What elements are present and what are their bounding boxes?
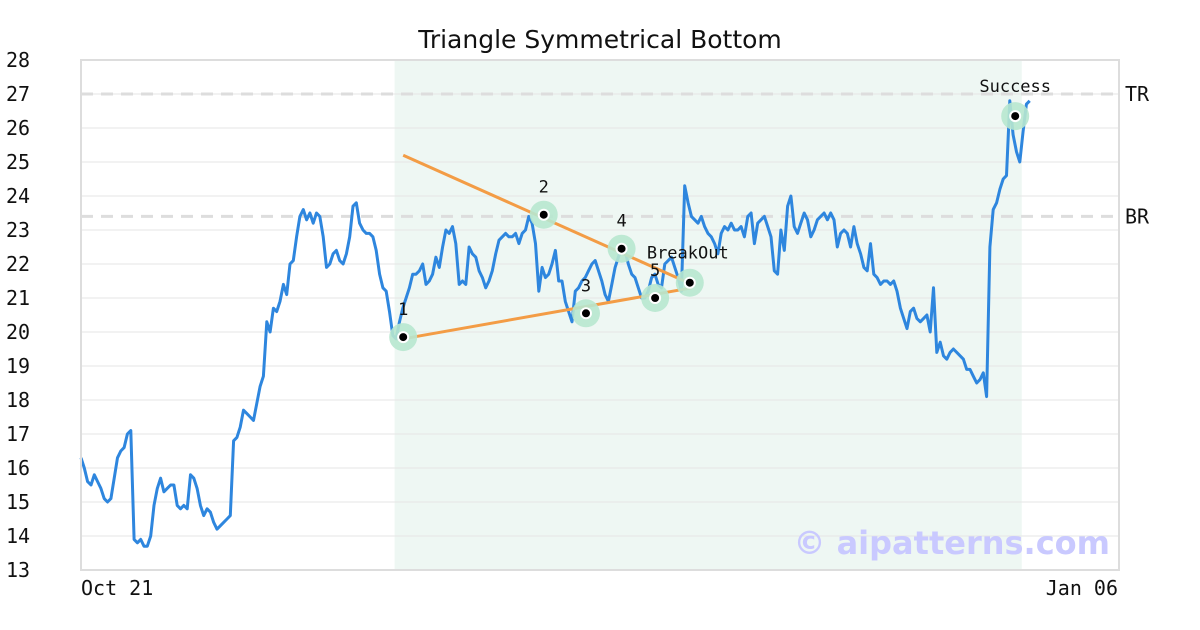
y-tick-label: 17: [6, 422, 30, 446]
y-tick-label: 18: [6, 388, 30, 412]
point-label-4: 4: [616, 212, 626, 232]
point-label-breakout: BreakOut: [647, 244, 729, 264]
y-tick-label: 28: [6, 48, 30, 72]
point-marker-breakout: [683, 276, 696, 289]
y-tick-label: 22: [6, 252, 30, 276]
point-marker-5: [649, 292, 662, 304]
point-label-5: 5: [650, 261, 660, 281]
y-tick-label: 19: [6, 354, 30, 378]
y-tick-label: 23: [6, 218, 30, 242]
x-tick-label-start: Oct 21: [81, 576, 153, 600]
level-lines: TR BR: [81, 82, 1150, 228]
y-tick-label: 16: [6, 456, 30, 480]
grid-layer: [81, 59, 1119, 571]
y-tick-label: 24: [6, 184, 30, 208]
point-marker-1: [397, 331, 410, 344]
point-marker-3: [579, 307, 592, 320]
point-marker-success: [1009, 110, 1022, 123]
watermark: © aipatterns.com: [793, 524, 1110, 562]
point-label-success: Success: [979, 77, 1051, 97]
y-tick-label: 25: [6, 150, 30, 174]
y-tick-label: 15: [6, 490, 30, 514]
y-tick-label: 27: [6, 82, 30, 106]
x-tick-label-end: Jan 06: [1046, 576, 1118, 600]
y-tick-label: 21: [6, 286, 30, 310]
price-series-line: [79, 99, 1031, 548]
y-tick-label: 14: [6, 524, 30, 548]
y-tick-label: 26: [6, 116, 30, 140]
chart-title: Triangle Symmetrical Bottom: [417, 25, 782, 54]
y-tick-label: 13: [6, 558, 30, 582]
point-label-1: 1: [398, 300, 408, 320]
point-marker-2: [537, 208, 550, 221]
point-marker-4: [615, 242, 628, 255]
price-series-layer: [79, 99, 1031, 548]
level-label-tr: TR: [1125, 82, 1150, 106]
y-tick-label: 20: [6, 320, 30, 344]
level-label-br: BR: [1125, 204, 1150, 228]
y-axis-ticks: 13 14 15 16 17 18 19 20 21 22 23 24 25 26 27 28: [6, 48, 30, 582]
point-label-3: 3: [581, 276, 591, 296]
point-label-2: 2: [539, 178, 549, 198]
plot-frame: [80, 59, 1120, 571]
